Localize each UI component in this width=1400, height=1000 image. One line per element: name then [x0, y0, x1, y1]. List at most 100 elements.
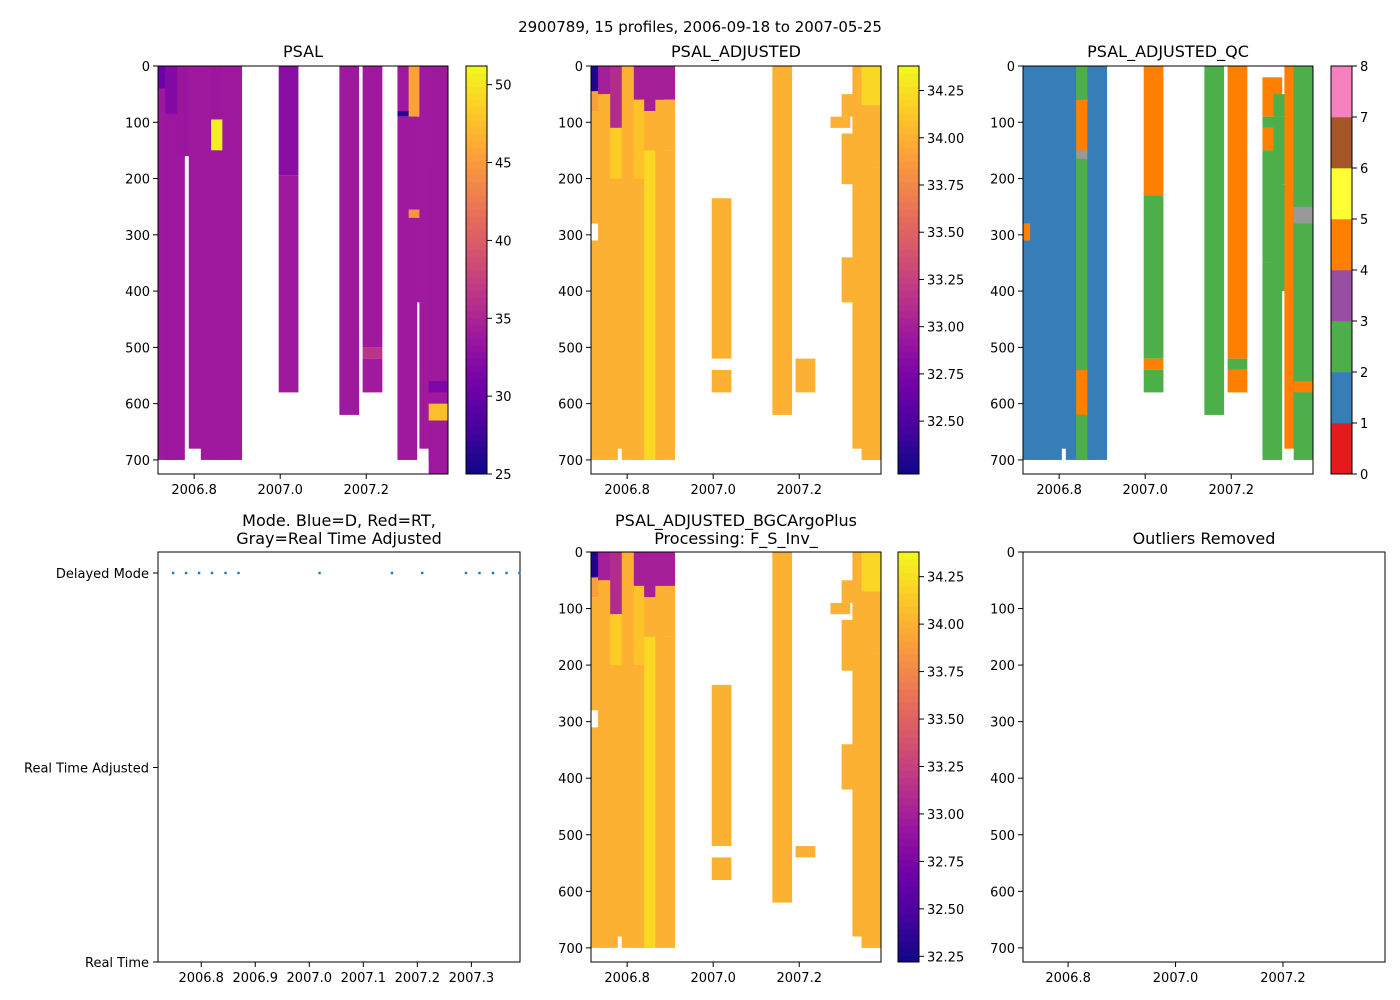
psal-profile-cell	[428, 403, 449, 421]
mode-xtick-label: 2006.8	[178, 971, 224, 986]
psal-adjusted-axes-frame	[590, 65, 882, 475]
psal-colorbar-swatch	[466, 276, 487, 285]
psal_adj-colorbar-tick-label: 33.75	[927, 179, 964, 194]
bgc-colorbar-swatch	[898, 866, 919, 874]
bgc-colorbar-swatch	[898, 880, 919, 888]
psal-xtick-label: 2006.8	[171, 483, 217, 498]
bgc-colorbar-tick-label: 32.75	[927, 855, 964, 870]
psal_adj_qc-colorbar-swatch	[1331, 117, 1352, 169]
psal-axes-frame	[157, 65, 449, 475]
bgc-xtick-label: 2007.2	[776, 971, 822, 986]
bgc-colorbar-swatch	[898, 777, 919, 785]
bgc-colorbar-swatch	[898, 579, 919, 587]
bgc-colorbar-tick-label: 33.75	[927, 666, 964, 681]
bgc-colorbar-swatch	[898, 804, 919, 813]
psal_adj_qc-profile-cell	[1293, 392, 1314, 415]
psal-colorbar-swatch	[466, 168, 487, 176]
psal-colorbar-swatch	[466, 351, 487, 359]
panel-mode-title-line1: Mode. Blue=D, Red=RT,	[242, 511, 436, 530]
bgc-colorbar-swatch	[898, 791, 919, 799]
psal_adj_qc-profile-cell	[1087, 66, 1108, 460]
bgc-profile-cell	[655, 585, 676, 637]
psal_adj_qc-colorbar-tick-label: 4	[1360, 264, 1368, 279]
outliers-y-axis: 0 100 200 300 400 500 600 700	[990, 546, 1023, 957]
bgc-colorbar: 32.25 32.50 32.75 33.00 33.25 33.50 33.75 34.00…	[897, 551, 964, 965]
bgc-colorbar-swatch	[898, 606, 919, 614]
psal_adj-profile-cell	[795, 358, 816, 393]
psal_adj-ytick-label: 100	[558, 116, 583, 131]
psal_adj_qc-ytick-label: 400	[990, 285, 1015, 300]
psal_adj_qc-ytick-label: 600	[990, 398, 1015, 413]
psal_adj_qc-ytick-label: 700	[990, 454, 1015, 469]
psal_adj-colorbar-swatch	[898, 79, 919, 87]
bgc-ytick-label: 500	[558, 829, 583, 844]
bgc-colorbar-swatch	[898, 825, 919, 833]
psal_adj-colorbar-swatch	[898, 331, 919, 339]
bgc-ytick-label: 300	[558, 716, 583, 731]
psal_adj-colorbar-swatch	[898, 195, 919, 203]
bgc-ytick-label: 100	[558, 603, 583, 618]
psal_adj_qc-colorbar-tick-label: 5	[1360, 213, 1368, 228]
outliers-ytick-label: 400	[990, 772, 1015, 787]
psal-colorbar-swatch	[466, 453, 487, 461]
psal_adj_qc-ytick-label: 200	[990, 173, 1015, 188]
psal_adj-colorbar-swatch	[898, 453, 919, 461]
psal_adj-colorbar-swatch	[898, 290, 919, 298]
psal-colorbar-swatch	[466, 385, 487, 393]
psal_adj-colorbar-swatch	[898, 242, 919, 251]
psal-colorbar-swatch	[466, 188, 487, 196]
psal_adj-colorbar-swatch	[898, 215, 919, 223]
psal-colorbar-swatch	[466, 72, 487, 81]
bgc-colorbar-swatch	[898, 886, 919, 895]
outliers-ytick-label: 0	[1007, 546, 1015, 561]
psal-colorbar-swatch	[466, 127, 487, 135]
bgc-ytick-label: 200	[558, 659, 583, 674]
mode-point	[197, 571, 201, 575]
bgc-colorbar-swatch	[898, 552, 919, 560]
mode-ytick-label: Real Time Adjusted	[24, 762, 149, 777]
psal-colorbar-swatch	[466, 134, 487, 142]
psal_adj-ytick-label: 500	[558, 341, 583, 356]
psal_adj_qc-profile-cell	[1293, 223, 1314, 382]
psal-adjusted-x-axis: 2006.8 2007.0 2007.2	[604, 474, 822, 498]
bgc-colorbar-tick-label: 32.25	[927, 950, 964, 965]
psal-colorbar-swatch	[466, 297, 487, 305]
psal_adj_qc-colorbar-tick-label: 7	[1360, 111, 1368, 126]
psal_adj_qc-colorbar-swatch	[1331, 423, 1352, 475]
outliers-ytick-label: 600	[990, 885, 1015, 900]
bgc-colorbar-swatch	[898, 955, 919, 963]
bgc-colorbar-swatch	[898, 907, 919, 915]
psal-colorbar-swatch	[466, 229, 487, 237]
psal_adj-ytick-label: 700	[558, 454, 583, 469]
psal_adj-colorbar-swatch	[898, 440, 919, 448]
bgc-colorbar-tick-label: 34.00	[927, 618, 964, 633]
bgc-colorbar-swatch	[898, 934, 919, 942]
bgc-xtick-label: 2007.0	[690, 971, 736, 986]
psal-colorbar-swatch	[466, 120, 487, 128]
psal-colorbar-swatch	[466, 467, 487, 475]
psal_adj_qc-profile-cell	[1262, 116, 1283, 128]
psal-colorbar-swatch	[466, 358, 487, 366]
psal-profile-cell	[278, 66, 299, 176]
psal_adj_qc-profile-cell	[1143, 369, 1164, 393]
psal-colorbar-tick-label: 35	[495, 312, 512, 327]
psal_adj-profile-cell	[861, 105, 882, 168]
mode-point	[224, 571, 227, 575]
bgc-colorbar-swatch	[898, 757, 919, 765]
psal_adj-colorbar-swatch	[898, 222, 919, 230]
panel-bgc-title-line2: Processing: F_S_Inv_	[654, 529, 819, 549]
psal_adj-colorbar-swatch	[898, 202, 919, 210]
bgc-colorbar-swatch	[898, 613, 919, 621]
bgc-profile-cell	[830, 602, 851, 615]
mode-point	[210, 571, 214, 575]
psal-colorbar-swatch	[466, 222, 487, 230]
psal-colorbar-swatch	[466, 399, 487, 407]
outliers-xtick-label: 2006.8	[1045, 971, 1091, 986]
bgc-colorbar-tick-label: 32.50	[927, 903, 964, 918]
psal-profile-cell	[362, 66, 383, 348]
psal_adj_qc-colorbar-tick-label: 3	[1360, 315, 1368, 330]
bgc-colorbar-swatch	[898, 729, 919, 737]
mode-point	[171, 571, 175, 575]
psal-colorbar-swatch	[466, 154, 487, 162]
psal_adj_qc-xtick-label: 2007.2	[1208, 483, 1254, 498]
